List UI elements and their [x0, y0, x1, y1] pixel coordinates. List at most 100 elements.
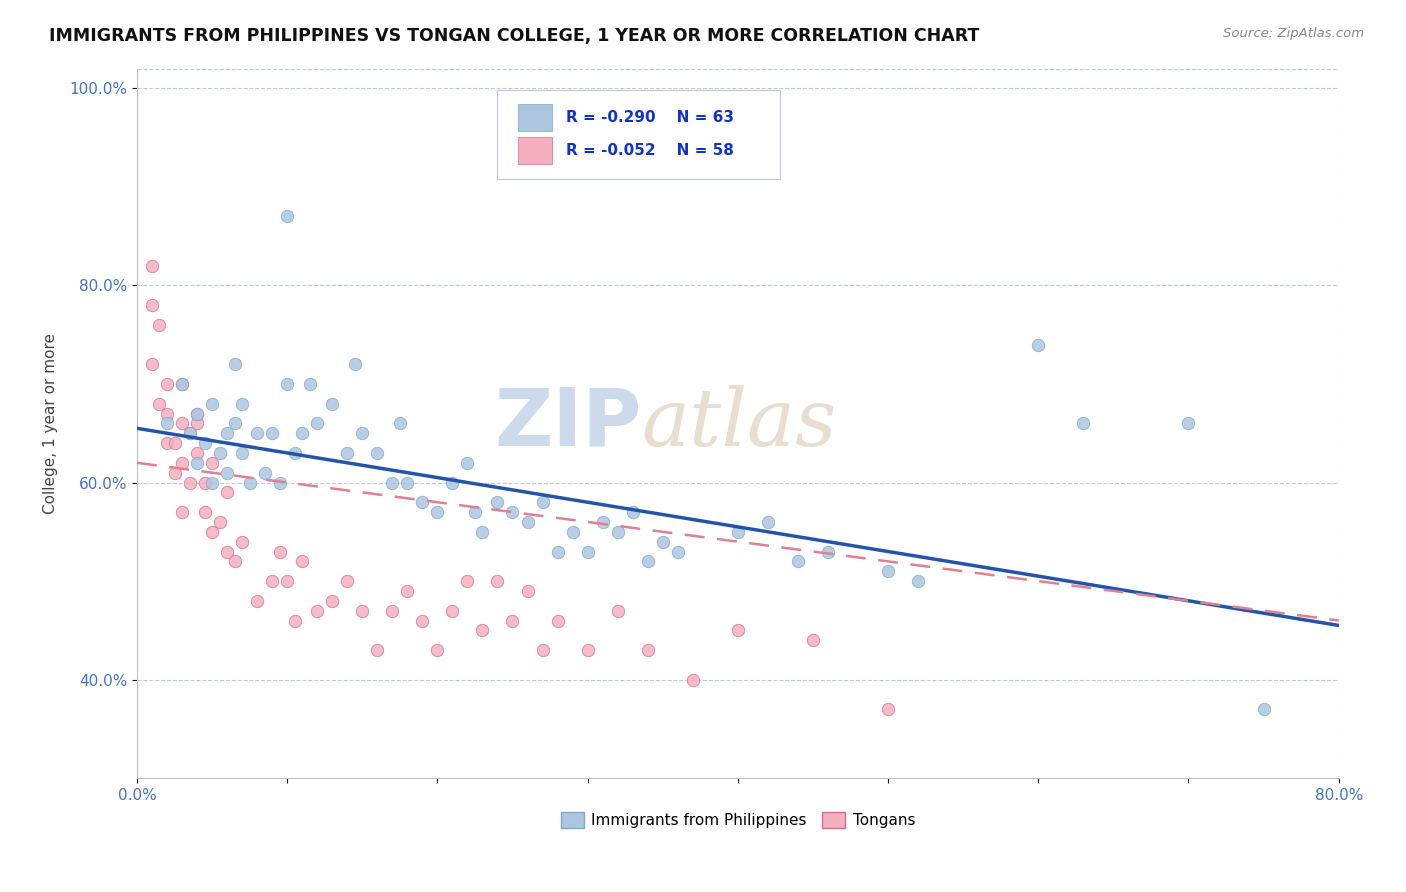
- Text: IMMIGRANTS FROM PHILIPPINES VS TONGAN COLLEGE, 1 YEAR OR MORE CORRELATION CHART: IMMIGRANTS FROM PHILIPPINES VS TONGAN CO…: [49, 27, 980, 45]
- Point: [217, 466, 239, 480]
- Point: [163, 436, 186, 450]
- Point: [224, 357, 246, 371]
- Point: [651, 534, 673, 549]
- Point: [186, 456, 208, 470]
- Point: [163, 466, 186, 480]
- FancyBboxPatch shape: [498, 90, 780, 178]
- Point: [877, 702, 900, 716]
- Point: [471, 524, 494, 539]
- Point: [208, 446, 231, 460]
- Point: [239, 475, 262, 490]
- Point: [576, 544, 599, 558]
- Point: [170, 417, 193, 431]
- Point: [201, 524, 224, 539]
- Point: [231, 446, 253, 460]
- Point: [148, 397, 170, 411]
- Point: [156, 407, 179, 421]
- Point: [336, 446, 359, 460]
- Point: [787, 554, 810, 568]
- Point: [516, 515, 538, 529]
- Point: [284, 446, 307, 460]
- Point: [547, 614, 569, 628]
- Point: [366, 446, 388, 460]
- Y-axis label: College, 1 year or more: College, 1 year or more: [44, 333, 58, 514]
- Point: [621, 505, 644, 519]
- Point: [193, 436, 215, 450]
- Point: [179, 426, 201, 441]
- Point: [208, 515, 231, 529]
- Point: [298, 376, 321, 391]
- Point: [426, 505, 449, 519]
- Point: [396, 475, 419, 490]
- Point: [186, 446, 208, 460]
- Point: [262, 574, 284, 588]
- Point: [411, 614, 433, 628]
- Point: [343, 357, 366, 371]
- Point: [1071, 417, 1094, 431]
- Point: [186, 407, 208, 421]
- Text: ZIP: ZIP: [495, 384, 641, 462]
- Point: [284, 614, 307, 628]
- Point: [276, 210, 298, 224]
- Point: [141, 259, 163, 273]
- Point: [456, 456, 478, 470]
- Point: [217, 426, 239, 441]
- Point: [727, 524, 749, 539]
- Point: [276, 574, 298, 588]
- Bar: [517, 104, 551, 131]
- Point: [156, 436, 179, 450]
- Point: [502, 614, 524, 628]
- Point: [801, 633, 824, 648]
- Point: [388, 417, 411, 431]
- Point: [366, 643, 388, 657]
- Point: [170, 456, 193, 470]
- Point: [516, 583, 538, 598]
- Point: [217, 485, 239, 500]
- Point: [817, 544, 839, 558]
- Point: [170, 376, 193, 391]
- Point: [561, 524, 583, 539]
- Point: [1026, 337, 1049, 351]
- Point: [1253, 702, 1275, 716]
- Legend: Immigrants from Philippines, Tongans: Immigrants from Philippines, Tongans: [554, 806, 921, 834]
- Point: [170, 505, 193, 519]
- Point: [336, 574, 359, 588]
- Point: [637, 643, 659, 657]
- Point: [246, 594, 269, 608]
- Text: R = -0.290    N = 63: R = -0.290 N = 63: [567, 110, 734, 125]
- Point: [441, 475, 464, 490]
- Point: [606, 604, 628, 618]
- Point: [756, 515, 779, 529]
- Point: [193, 475, 215, 490]
- Point: [502, 505, 524, 519]
- Point: [1177, 417, 1199, 431]
- Point: [186, 417, 208, 431]
- Point: [456, 574, 478, 588]
- Point: [321, 594, 343, 608]
- Point: [411, 495, 433, 509]
- Point: [464, 505, 486, 519]
- Point: [179, 475, 201, 490]
- Point: [877, 564, 900, 578]
- Point: [576, 643, 599, 657]
- Point: [217, 544, 239, 558]
- Point: [201, 397, 224, 411]
- Point: [727, 624, 749, 638]
- Point: [396, 583, 419, 598]
- Point: [201, 456, 224, 470]
- Point: [201, 475, 224, 490]
- Point: [262, 426, 284, 441]
- Point: [156, 376, 179, 391]
- Point: [441, 604, 464, 618]
- Point: [156, 417, 179, 431]
- Point: [193, 505, 215, 519]
- Point: [246, 426, 269, 441]
- Point: [381, 475, 404, 490]
- Point: [666, 544, 689, 558]
- Point: [531, 495, 554, 509]
- Point: [592, 515, 614, 529]
- Point: [276, 376, 298, 391]
- Bar: [517, 137, 551, 164]
- Point: [307, 604, 329, 618]
- Point: [291, 554, 314, 568]
